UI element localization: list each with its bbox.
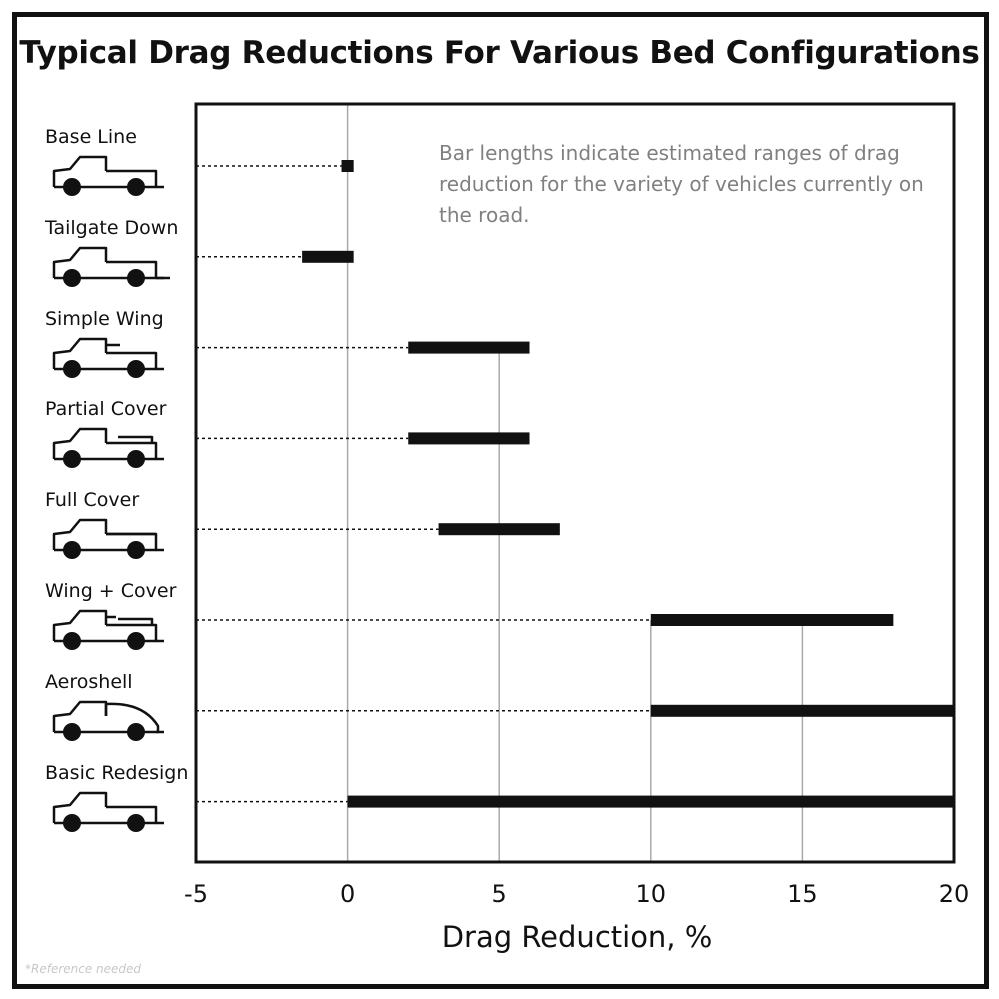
range-bar-5 (650, 614, 894, 626)
x-tick-label: 10 (636, 880, 667, 908)
category-label: Base Line (45, 126, 137, 148)
category-label: Aeroshell (45, 670, 133, 693)
footnote: *Reference needed (25, 962, 142, 976)
truck-icon (52, 518, 164, 560)
truck-icon (52, 337, 164, 378)
range-bar-3 (408, 432, 530, 445)
category-label: Full Cover (45, 489, 140, 512)
truck-icon (52, 428, 164, 469)
category-label: Simple Wing (45, 307, 164, 330)
x-tick-label: -5 (184, 880, 208, 908)
range-bar-6 (650, 704, 954, 717)
x-tick-label: 0 (340, 880, 355, 908)
truck-icon (52, 700, 164, 741)
category-label: Wing + Cover (45, 580, 177, 602)
x-tick-label: 5 (492, 880, 507, 908)
x-tick-label: 15 (787, 880, 818, 908)
chart-title: Typical Drag Reductions For Various Bed … (19, 35, 980, 71)
truck-icon (52, 609, 164, 650)
chart-frame (12, 12, 989, 989)
category-label: Partial Cover (45, 398, 167, 421)
category-label: Tailgate Down (45, 216, 179, 239)
range-bar-2 (408, 341, 530, 354)
range-bar-1 (302, 250, 354, 263)
category-label: Basic Redesign (45, 761, 189, 784)
x-tick-label: 20 (939, 880, 970, 908)
truck-icon (52, 155, 164, 196)
plot-border (194, 102, 956, 864)
chart-annotation: Bar lengths indicate estimated ranges of… (439, 141, 924, 227)
truck-icon (52, 791, 164, 832)
x-axis-label: Drag Reduction, % (441, 920, 713, 954)
range-bar-0 (341, 160, 354, 172)
truck-icon (52, 246, 170, 287)
range-bar-7 (347, 795, 955, 808)
range-bar-4 (438, 523, 560, 536)
